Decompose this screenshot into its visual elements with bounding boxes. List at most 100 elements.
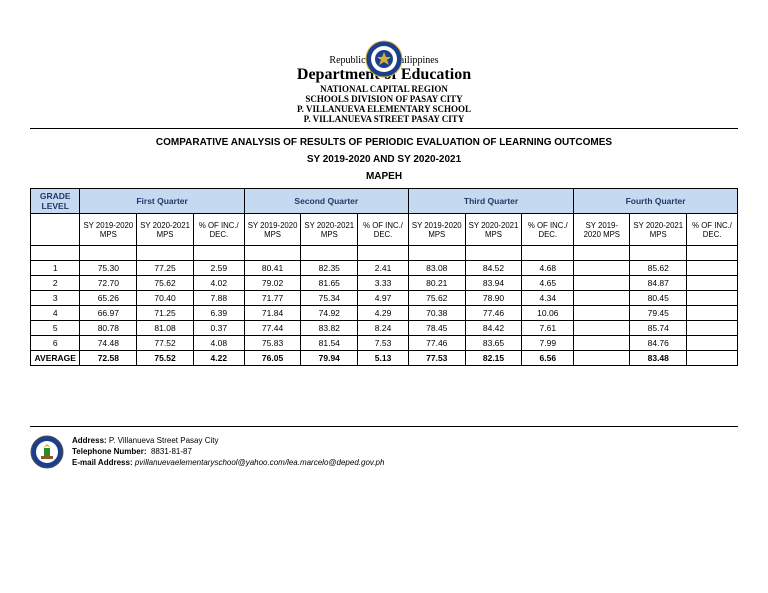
- cell: 78.45: [408, 321, 465, 336]
- cell: 75.83: [244, 336, 301, 351]
- cell: [574, 291, 630, 306]
- col-q2: Second Quarter: [244, 189, 408, 214]
- footer-address: Address: P. Villanueva Street Pasay City: [72, 435, 384, 446]
- cell: 4.02: [193, 276, 244, 291]
- table-row: 674.4877.524.0875.8381.547.5377.4683.657…: [31, 336, 738, 351]
- footer: Address: P. Villanueva Street Pasay City…: [30, 426, 738, 474]
- cell: 77.25: [137, 261, 194, 276]
- cell: 4: [31, 306, 80, 321]
- subhead: % OF INC./ DEC.: [687, 214, 738, 246]
- cell: 0.37: [193, 321, 244, 336]
- cell: 4.97: [358, 291, 409, 306]
- cell: 83.48: [630, 351, 687, 366]
- cell: 79.45: [630, 306, 687, 321]
- cell: 6.56: [522, 351, 574, 366]
- cell: [687, 246, 738, 261]
- subhead: % OF INC./ DEC.: [358, 214, 409, 246]
- school-line: P. VILLANUEVA ELEMENTARY SCHOOL: [30, 104, 738, 114]
- cell: 79.94: [301, 351, 358, 366]
- cell: [687, 306, 738, 321]
- col-q4: Fourth Quarter: [574, 189, 738, 214]
- cell: [687, 276, 738, 291]
- cell: 75.62: [408, 291, 465, 306]
- cell: 2.41: [358, 261, 409, 276]
- cell: 75.52: [137, 351, 194, 366]
- cell: 65.26: [80, 291, 137, 306]
- cell: 77.53: [408, 351, 465, 366]
- cell: [408, 246, 465, 261]
- cell: [574, 276, 630, 291]
- cell: 78.90: [465, 291, 522, 306]
- cell: 2.59: [193, 261, 244, 276]
- cell: 80.21: [408, 276, 465, 291]
- cell: 74.48: [80, 336, 137, 351]
- subhead: SY 2020-2021 MPS: [137, 214, 194, 246]
- letterhead: Republic of the Philippines Department o…: [30, 55, 738, 124]
- subhead: SY 2019-2020 MPS: [574, 214, 630, 246]
- cell: 4.08: [193, 336, 244, 351]
- cell: [358, 246, 409, 261]
- cell: [687, 261, 738, 276]
- average-row: AVERAGE72.5875.524.2276.0579.945.1377.53…: [31, 351, 738, 366]
- subhead: SY 2019-2020 MPS: [244, 214, 301, 246]
- cell: [574, 261, 630, 276]
- table-row: 272.7075.624.0279.0281.653.3380.2183.944…: [31, 276, 738, 291]
- cell: 1: [31, 261, 80, 276]
- cell: 4.34: [522, 291, 574, 306]
- cell: 6: [31, 336, 80, 351]
- cell: 71.77: [244, 291, 301, 306]
- cell: [137, 246, 194, 261]
- cell: [301, 246, 358, 261]
- cell: AVERAGE: [31, 351, 80, 366]
- cell: [522, 246, 574, 261]
- cell: [574, 351, 630, 366]
- divider: [30, 128, 738, 129]
- col-grade-level: GRADE LEVEL: [31, 189, 80, 214]
- cell: [193, 246, 244, 261]
- cell: 72.70: [80, 276, 137, 291]
- division-line: SCHOOLS DIVISION OF PASAY CITY: [30, 94, 738, 104]
- cell: 70.40: [137, 291, 194, 306]
- cell: 77.46: [408, 336, 465, 351]
- subhead: SY 2019-2020 MPS: [408, 214, 465, 246]
- cell: 83.82: [301, 321, 358, 336]
- school-logo-icon: [30, 435, 64, 474]
- cell: 83.94: [465, 276, 522, 291]
- deped-seal-icon: [365, 40, 403, 83]
- cell: 80.41: [244, 261, 301, 276]
- cell: 81.65: [301, 276, 358, 291]
- table-row: 580.7881.080.3777.4483.828.2478.4584.427…: [31, 321, 738, 336]
- subhead: % OF INC./ DEC.: [193, 214, 244, 246]
- cell: [31, 246, 80, 261]
- report-title: COMPARATIVE ANALYSIS OF RESULTS OF PERIO…: [30, 137, 738, 148]
- cell: 8.24: [358, 321, 409, 336]
- cell: 70.38: [408, 306, 465, 321]
- col-q1: First Quarter: [80, 189, 244, 214]
- cell: 83.65: [465, 336, 522, 351]
- cell: 75.62: [137, 276, 194, 291]
- cell: [687, 291, 738, 306]
- cell: 85.62: [630, 261, 687, 276]
- cell: [687, 351, 738, 366]
- subhead: % OF INC./ DEC.: [522, 214, 574, 246]
- cell: 84.52: [465, 261, 522, 276]
- cell: 85.74: [630, 321, 687, 336]
- cell: 77.46: [465, 306, 522, 321]
- cell: 80.45: [630, 291, 687, 306]
- cell: [630, 246, 687, 261]
- cell: 66.97: [80, 306, 137, 321]
- cell: 4.68: [522, 261, 574, 276]
- cell: 7.53: [358, 336, 409, 351]
- cell: 4.29: [358, 306, 409, 321]
- table-row: 466.9771.256.3971.8474.924.2970.3877.461…: [31, 306, 738, 321]
- footer-email: E-mail Address: pvillanuevaelementarysch…: [72, 457, 384, 468]
- cell: 6.39: [193, 306, 244, 321]
- footer-divider: [30, 426, 738, 427]
- subhead: SY 2020-2021 MPS: [630, 214, 687, 246]
- cell: [465, 246, 522, 261]
- col-q3: Third Quarter: [408, 189, 573, 214]
- cell: 76.05: [244, 351, 301, 366]
- table-row: 365.2670.407.8871.7775.344.9775.6278.904…: [31, 291, 738, 306]
- cell: 75.30: [80, 261, 137, 276]
- cell: 4.65: [522, 276, 574, 291]
